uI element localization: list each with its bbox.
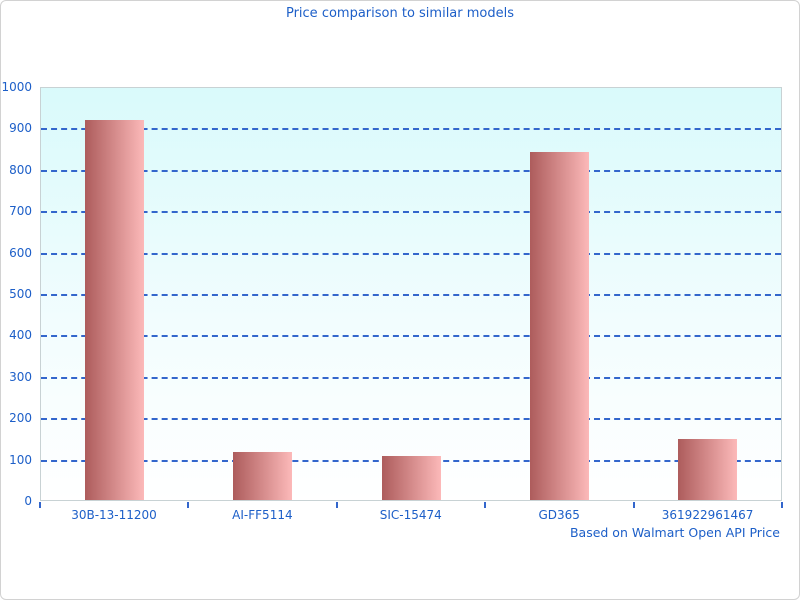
gridline-300 (41, 376, 781, 379)
x-tick-5 (781, 502, 783, 508)
y-tick-label-800: 800 (9, 162, 32, 177)
x-tick-1 (187, 502, 190, 508)
gridline-900 (41, 128, 781, 131)
gridline-800 (41, 169, 781, 172)
bar-GD365 (529, 152, 589, 500)
bar-30B-13-11200 (84, 120, 144, 500)
gridline-600 (41, 252, 781, 255)
y-tick-label-0: 0 (24, 494, 32, 508)
x-tick-0 (39, 502, 41, 508)
y-tick-label-400: 400 (9, 328, 32, 343)
y-tick-label-600: 600 (9, 245, 32, 260)
x-tick-2 (335, 502, 338, 508)
y-tick-label-1000: 1000 (1, 80, 32, 94)
chart-title: Price comparison to similar models (285, 6, 515, 21)
x-tick-3 (484, 502, 487, 508)
x-category-label-SIC-15474: SIC-15474 (379, 508, 442, 522)
y-tick-label-700: 700 (9, 204, 32, 219)
gridline-700 (41, 211, 781, 214)
y-tick-label-200: 200 (9, 411, 32, 426)
chart-footnote: Based on Walmart Open API Price (569, 525, 780, 540)
x-tick-4 (632, 502, 635, 508)
gridline-500 (41, 294, 781, 296)
y-tick-label-500: 500 (9, 287, 32, 301)
x-category-label-30B-13-11200: 30B-13-11200 (71, 508, 157, 522)
gridline-400 (41, 335, 781, 338)
plot-area (40, 87, 782, 501)
bar-AI-FF5114 (233, 452, 293, 500)
x-category-label-AI-FF5114: AI-FF5114 (232, 508, 293, 522)
gridline-200 (41, 418, 781, 421)
x-category-label-361922961467: 361922961467 (661, 508, 754, 522)
y-tick-label-100: 100 (9, 452, 32, 467)
y-tick-label-900: 900 (9, 121, 32, 136)
y-tick-label-300: 300 (9, 369, 32, 384)
bar-SIC-15474 (381, 456, 441, 500)
x-category-label-GD365: GD365 (538, 508, 580, 522)
bar-361922961467 (678, 439, 738, 500)
